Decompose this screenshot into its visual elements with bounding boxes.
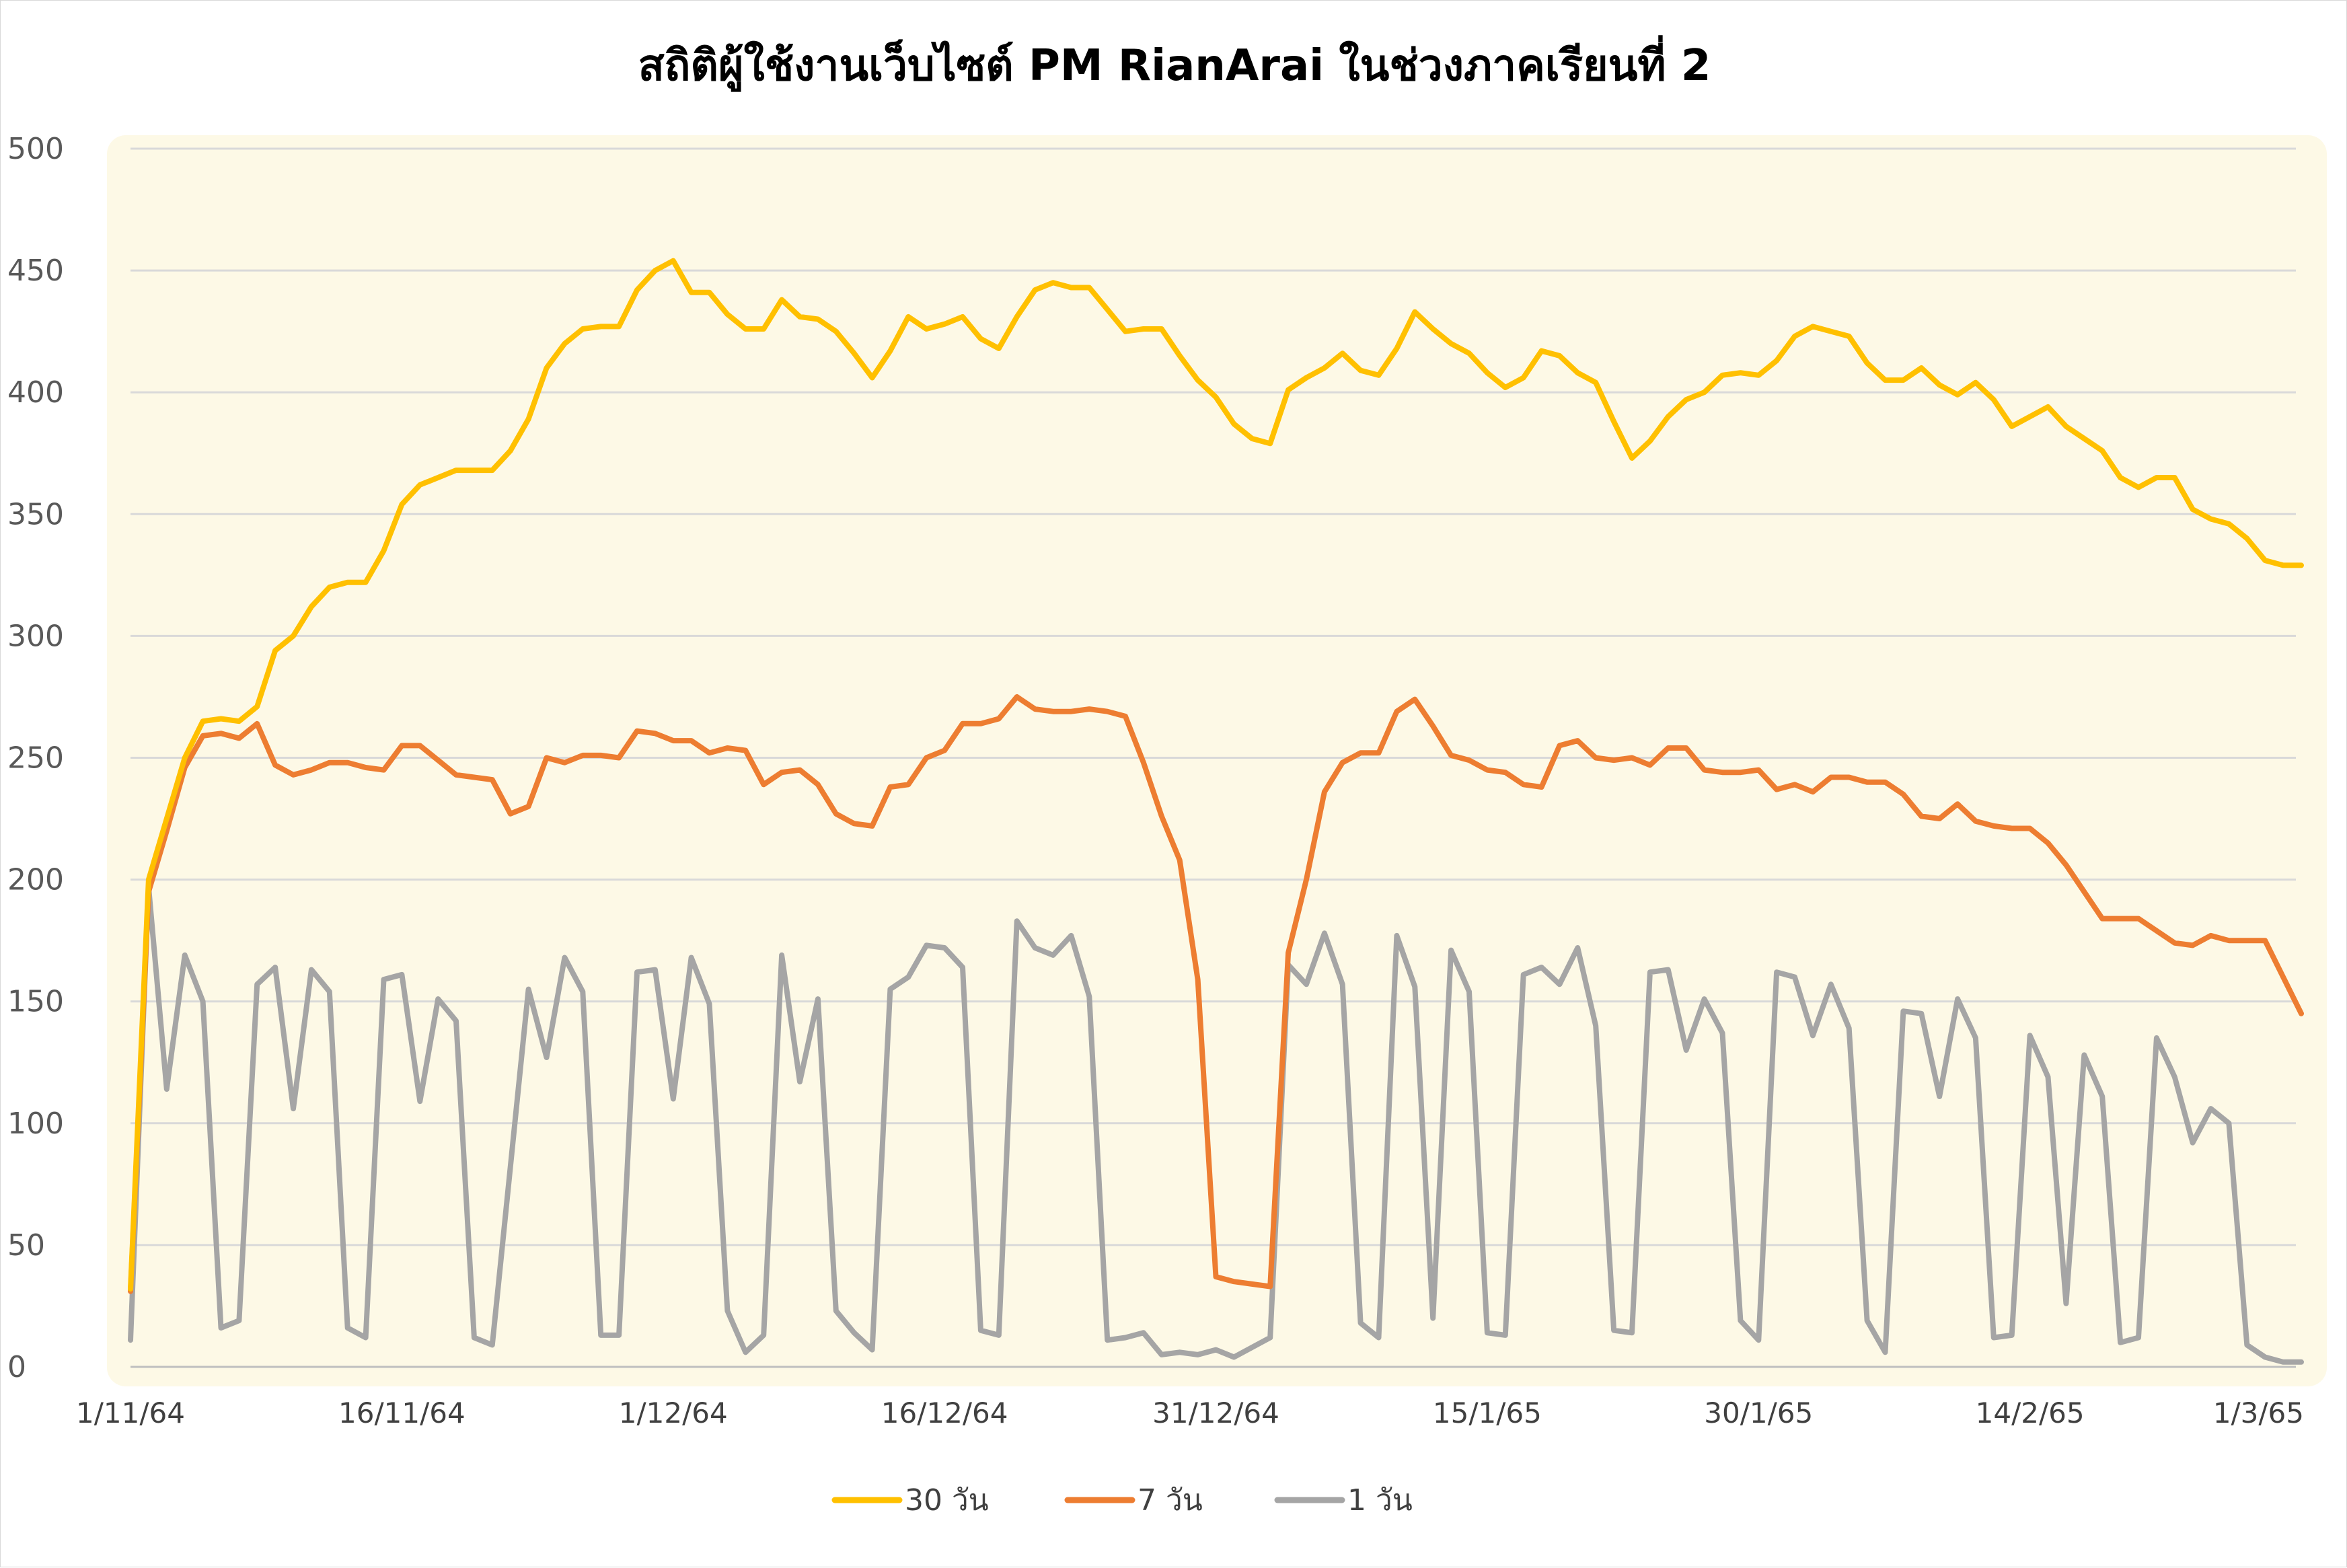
x-tick-label: 14/2/65 <box>1976 1396 2085 1429</box>
legend-label: 7 วัน <box>1138 1483 1203 1518</box>
series-line <box>128 258 2304 1292</box>
x-tick-label: 30/1/65 <box>1704 1396 1813 1429</box>
y-axis-tick-labels: 0 50 100 150 200 250 300 350 400 450 500 <box>7 132 64 1384</box>
y-tick-label: 0 <box>7 1350 26 1384</box>
legend-label: 1 วัน <box>1347 1483 1413 1518</box>
y-tick-label: 450 <box>7 254 64 288</box>
x-axis-tick-labels: 1/11/64 16/11/64 1/12/64 16/12/64 31/12/64 15… <box>76 1396 2304 1429</box>
y-tick-label: 500 <box>7 132 64 166</box>
x-tick-label: 1/12/64 <box>619 1396 728 1429</box>
y-tick-label: 400 <box>7 375 64 410</box>
x-tick-label: 15/1/65 <box>1433 1396 1542 1429</box>
x-tick-label: 16/11/64 <box>338 1396 465 1429</box>
legend: 30 วัน 7 วัน 1 วัน <box>831 1483 1413 1518</box>
y-tick-label: 250 <box>7 741 64 776</box>
legend-label: 30 วัน <box>905 1483 989 1518</box>
series-line <box>128 884 2304 1365</box>
series-lines <box>128 258 2304 1365</box>
y-tick-label: 200 <box>7 863 64 897</box>
chart-title: สถิติผู้ใช้งานเว็บไซต์ PM RianArai ในช่ว… <box>638 35 1711 92</box>
y-tick-label: 100 <box>7 1107 64 1141</box>
x-tick-label: 1/3/65 <box>2213 1396 2304 1429</box>
y-tick-label: 300 <box>7 619 64 653</box>
x-tick-label: 1/11/64 <box>76 1396 185 1429</box>
series-line <box>128 694 2304 1294</box>
x-tick-label: 16/12/64 <box>881 1396 1008 1429</box>
y-tick-label: 350 <box>7 497 64 531</box>
x-tick-label: 31/12/64 <box>1152 1396 1279 1429</box>
y-tick-label: 50 <box>7 1228 45 1263</box>
y-tick-label: 150 <box>7 985 64 1019</box>
